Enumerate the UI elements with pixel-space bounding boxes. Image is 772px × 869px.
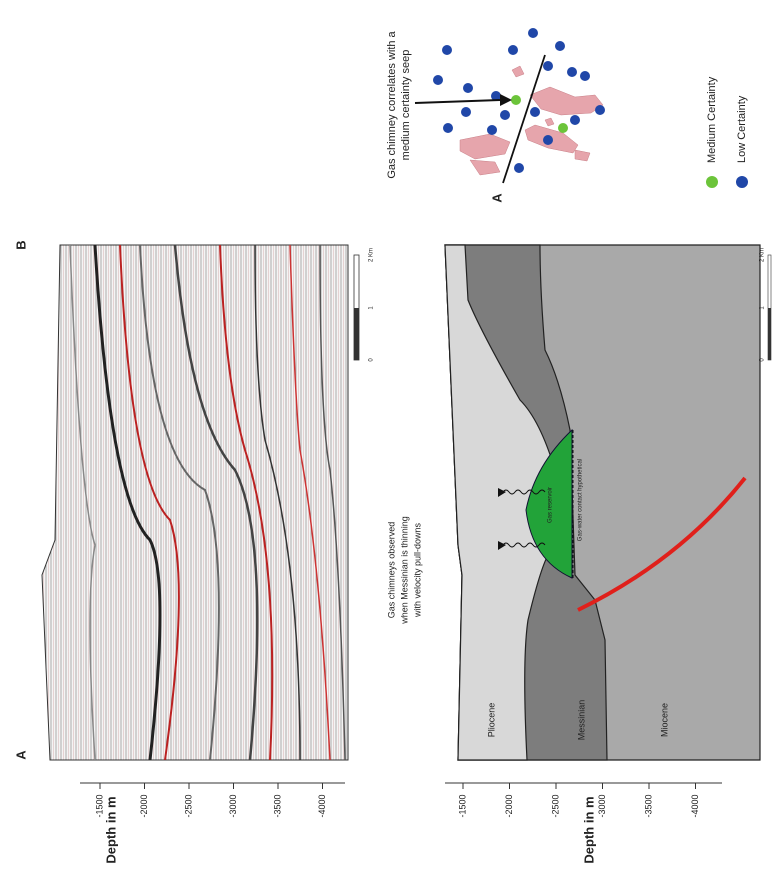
unit-label: Pliocene (486, 703, 496, 738)
annotation-line: Gas chimney correlates with a (386, 30, 398, 178)
tick-label: -3000 (228, 794, 238, 817)
figure: A B -1500 -2000 -2500 -3000 -3500 -4000 Depth… (0, 0, 772, 869)
scale-label: 2 Km (760, 248, 766, 262)
contact-label: Gas-water contact hypothetical (578, 459, 584, 541)
tick-label: -3500 (643, 794, 653, 817)
callout-arrowhead (500, 94, 512, 106)
tick-label: -4000 (690, 794, 700, 817)
reservoir-label: Gas reservoir (548, 487, 554, 523)
seismic-panel: A B -1500-2000-2500-3000-3500-4000 Depth… (13, 240, 374, 863)
legend-swatch (706, 176, 718, 188)
tick-label: -4000 (317, 794, 327, 817)
tick-label: -3500 (272, 794, 282, 817)
scale-label: 2 Km (369, 248, 375, 262)
annotation-line: when Messinian is thinning (399, 516, 409, 625)
point-label: A (13, 750, 28, 760)
callout-arrow (415, 100, 500, 103)
annotation-line: Gas chimneys observed (386, 522, 396, 619)
legend-swatch (736, 176, 748, 188)
scale-label: 1 (369, 306, 375, 310)
tick-label: -2000 (504, 794, 514, 817)
scale-label: 0 (369, 358, 375, 362)
tick-label: -2500 (183, 794, 193, 817)
annotation-line: medium certainty seep (400, 50, 412, 161)
point-label: A (489, 193, 504, 203)
legend-label: Low Certainty (736, 95, 748, 163)
axis-label: Depth in m (103, 796, 118, 863)
unit-label: Messinian (576, 700, 586, 741)
unit-label: Miocene (659, 703, 669, 737)
axis-label: Depth in m (581, 796, 596, 863)
tick-label: -1500 (457, 794, 467, 817)
tick-label: -2500 (550, 794, 560, 817)
section-panel: Pliocene Messinian Miocene Gas reservoir G… (386, 245, 771, 864)
seep-areas (460, 66, 603, 175)
point-label: B (13, 240, 28, 249)
legend-label: Medium Certainty (706, 76, 718, 163)
scale-bar (768, 255, 771, 360)
annotation-line: with velocity pull-downs (412, 522, 422, 618)
seismic-image (42, 245, 348, 760)
tick-label: -2000 (139, 794, 149, 817)
tick-label: -3000 (597, 794, 607, 817)
scale-bar (354, 255, 359, 360)
